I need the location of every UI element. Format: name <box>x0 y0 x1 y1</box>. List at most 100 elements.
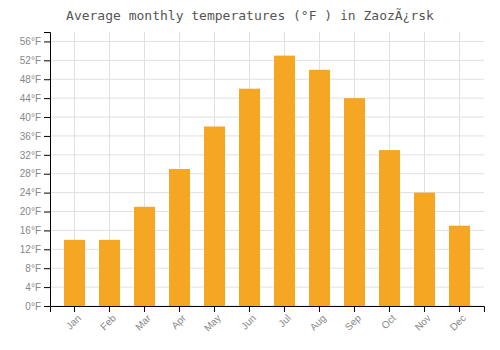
tick: 8°F <box>25 263 50 274</box>
tick: Jan <box>64 306 83 332</box>
bar <box>414 193 435 306</box>
bar <box>449 226 470 306</box>
tick-mark <box>44 306 50 307</box>
tick-mark <box>44 41 50 42</box>
tick-label: 20°F <box>20 206 41 217</box>
tick-mark <box>44 287 50 288</box>
tick-mark <box>319 306 320 312</box>
grid <box>50 32 484 306</box>
tick-mark <box>44 155 50 156</box>
tick: Mar <box>133 306 153 332</box>
tick-label: 28°F <box>20 168 41 179</box>
tick-label: 40°F <box>20 112 41 123</box>
tick-label: 12°F <box>20 244 41 255</box>
bar <box>379 150 400 306</box>
tick-mark <box>44 230 50 231</box>
bar <box>274 56 295 306</box>
bar <box>309 70 330 306</box>
tick-label: Apr <box>169 312 188 331</box>
tick-label: 24°F <box>20 187 41 198</box>
tick-label: Nov <box>413 312 433 332</box>
tick-label: 52°F <box>20 55 41 66</box>
plot: Jan Feb Mar Apr May Jun Jul Aug Sep Oct Nov Dec 0°F 4… <box>20 32 485 334</box>
tick-mark <box>389 306 390 312</box>
bar <box>344 98 365 306</box>
grid-line <box>50 117 484 118</box>
bar <box>64 240 85 306</box>
tick-mark <box>179 306 180 312</box>
tick-label: May <box>202 312 223 333</box>
tick-label: 4°F <box>25 282 41 293</box>
tick: May <box>202 306 223 334</box>
tick-mark <box>44 136 50 137</box>
tick: 36°F <box>20 131 50 142</box>
tick-label: Aug <box>308 312 328 332</box>
tick-mark <box>459 306 460 312</box>
grid-line <box>50 98 484 99</box>
tick-mark <box>109 306 110 312</box>
tick-label: Jul <box>276 312 293 329</box>
bar <box>134 207 155 306</box>
grid-line <box>50 173 484 174</box>
tick-mark <box>44 174 50 175</box>
tick-mark <box>44 249 50 250</box>
tick: 44°F <box>20 93 50 104</box>
tick: 28°F <box>20 168 50 179</box>
tick-mark <box>44 98 50 99</box>
tick-label: 48°F <box>20 74 41 85</box>
bar <box>169 169 190 306</box>
tick-mark <box>44 117 50 118</box>
tick-label: Oct <box>379 312 398 331</box>
grid-line <box>50 135 484 136</box>
tick-mark <box>44 79 50 80</box>
tick: Sep <box>343 306 364 333</box>
tick-mark <box>214 306 215 312</box>
tick: 32°F <box>20 150 50 161</box>
tick-mark <box>44 268 50 269</box>
title: Average monthly temperatures (°F ) in Za… <box>66 8 434 23</box>
chart: Jan Feb Mar Apr May Jun Jul Aug Sep Oct Nov Dec 0°F 4… <box>0 0 500 350</box>
tick: 40°F <box>20 112 50 123</box>
bars <box>64 56 470 306</box>
tick: Feb <box>98 306 118 332</box>
tick-mark <box>74 306 75 312</box>
tick-label: Feb <box>98 312 118 332</box>
grid-line <box>50 154 484 155</box>
tick-label: Mar <box>133 312 153 332</box>
axis-line <box>44 33 51 307</box>
tick: Oct <box>379 306 398 331</box>
tick: 20°F <box>20 206 50 217</box>
tick: 52°F <box>20 55 50 66</box>
tick: Dec <box>448 306 468 333</box>
tick-label: 36°F <box>20 131 41 142</box>
tick: Aug <box>308 306 328 333</box>
tick: Jul <box>276 306 293 329</box>
tick-label: 32°F <box>20 150 41 161</box>
y-axis: 0°F4°F8°F12°F16°F20°F24°F28°F32°F36°F40°… <box>20 33 51 312</box>
tick-mark <box>424 306 425 312</box>
bar <box>99 240 120 306</box>
tick-label: Dec <box>448 312 468 332</box>
tick-label: 44°F <box>20 93 41 104</box>
tick: 12°F <box>20 244 50 255</box>
tick-mark <box>44 193 50 194</box>
tick-label: 0°F <box>25 301 41 312</box>
tick: 48°F <box>20 74 50 85</box>
x-axis: Jan Feb Mar Apr May Jun Jul Aug Sep Oct Nov Dec <box>51 306 485 334</box>
tick: Jun <box>239 306 258 332</box>
tick: 4°F <box>25 282 50 293</box>
bar <box>204 126 225 306</box>
grid-line <box>50 79 484 80</box>
tick-mark <box>354 306 355 312</box>
tick-label: Sep <box>343 312 364 333</box>
tick-mark <box>44 60 50 61</box>
tick-label: Jan <box>64 312 83 331</box>
tick-label: 56°F <box>20 36 41 47</box>
tick-mark <box>249 306 250 312</box>
tick-label: 8°F <box>25 263 41 274</box>
tick: Nov <box>413 306 433 333</box>
tick-mark <box>44 212 50 213</box>
grid-line <box>50 60 484 61</box>
tick: Apr <box>169 306 188 331</box>
grid-line <box>50 41 484 42</box>
